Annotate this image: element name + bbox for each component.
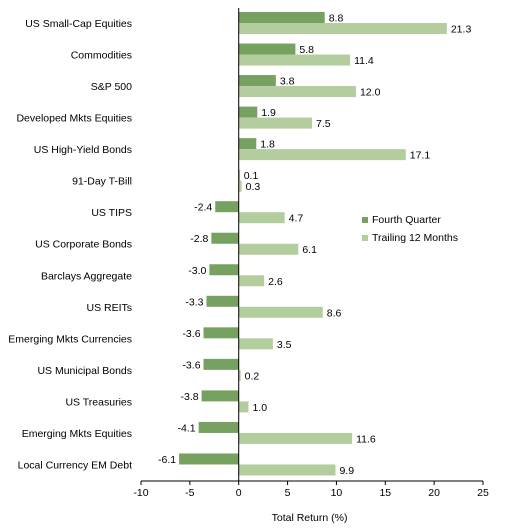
bar-fourth-quarter [201, 390, 239, 402]
data-label: 8.6 [327, 307, 342, 319]
bar-trailing-12-months [238, 86, 356, 98]
data-label: -3.6 [182, 328, 200, 340]
category-label: US Corporate Bonds [35, 239, 132, 251]
data-label: -2.4 [194, 202, 212, 214]
x-tick-label: -10 [133, 487, 148, 499]
data-label: -3.8 [180, 391, 198, 403]
bar-trailing-12-months [238, 243, 299, 255]
bar-trailing-12-months [238, 275, 265, 287]
category-label: S&P 500 [91, 81, 132, 93]
bar-fourth-quarter [238, 43, 296, 55]
legend-label-trailing-12-months: Trailing 12 Months [372, 232, 458, 244]
data-label: -2.8 [190, 233, 208, 245]
bar-trailing-12-months [238, 23, 447, 34]
category-label: US TIPS [91, 207, 132, 219]
bar-fourth-quarter [238, 75, 276, 87]
category-label: 91-Day T-Bill [72, 176, 132, 188]
category-label: Emerging Mkts Currencies [8, 333, 132, 345]
data-label: 12.0 [360, 87, 381, 99]
category-label: Commodities [71, 50, 132, 62]
data-label: 8.8 [329, 13, 344, 25]
bar-trailing-12-months [238, 117, 312, 129]
legend: Fourth Quarter Trailing 12 Months [362, 214, 458, 244]
data-label: 1.0 [252, 402, 267, 414]
legend-swatch-fourth-quarter [362, 217, 368, 223]
data-label: 4.7 [289, 213, 304, 225]
category-label: US REITs [86, 302, 132, 314]
data-label: -6.1 [158, 454, 176, 466]
bar-fourth-quarter [238, 106, 258, 118]
data-label: 11.6 [356, 433, 376, 445]
data-label: 3.5 [277, 339, 292, 351]
data-label: 3.8 [280, 76, 295, 88]
bar-trailing-12-months [238, 338, 273, 350]
data-label: 11.4 [354, 55, 374, 67]
bar-trailing-12-months [238, 149, 406, 161]
bar-trailing-12-months [238, 306, 323, 318]
x-axis-title: Total Return (%) [272, 512, 348, 524]
bar-trailing-12-months [238, 369, 241, 381]
legend-label-fourth-quarter: Fourth Quarter [372, 214, 441, 226]
bar-fourth-quarter [238, 12, 325, 23]
data-label: 21.3 [451, 24, 472, 36]
category-label: US High-Yield Bonds [34, 144, 132, 156]
data-label: 9.9 [339, 465, 354, 477]
x-tick-label: 25 [477, 487, 489, 499]
data-label: -3.6 [182, 359, 200, 371]
bar-trailing-12-months [238, 180, 242, 192]
category-label: Developed Mkts Equities [16, 113, 132, 125]
category-label: US Treasuries [65, 396, 132, 408]
data-label: 0.1 [244, 170, 259, 182]
data-label: -4.1 [178, 422, 196, 434]
bar-fourth-quarter [206, 295, 239, 307]
data-label: -3.3 [185, 296, 203, 308]
bar-fourth-quarter [211, 232, 239, 244]
data-label: 17.1 [410, 150, 431, 162]
data-labels-layer: 8.8 21.3 5.8 11.4 3.8 12.0 1.9 7.5 1.8 17.1 0.10.3… [158, 13, 471, 477]
bar-trailing-12-months [238, 432, 353, 444]
data-label: 6.1 [302, 244, 317, 256]
bar-fourth-quarter [198, 421, 239, 433]
category-label: US Municipal Bonds [37, 365, 132, 377]
bar-trailing-12-months [238, 401, 249, 413]
data-label: 0.2 [245, 370, 260, 382]
data-label: 1.8 [260, 139, 275, 151]
bar-trailing-12-months [238, 54, 351, 66]
data-label: 2.6 [268, 276, 283, 288]
x-tick-label: 10 [331, 487, 343, 499]
category-label: US Small-Cap Equities [25, 18, 132, 30]
bar-fourth-quarter [215, 201, 239, 213]
data-label: 5.8 [299, 44, 314, 56]
bar-trailing-12-months [238, 212, 285, 224]
data-label: 0.3 [246, 181, 261, 193]
data-label: -3.0 [188, 265, 206, 277]
bar-fourth-quarter [209, 264, 239, 276]
data-label: 7.5 [316, 118, 331, 130]
x-tick-label: -5 [185, 487, 194, 499]
bar-fourth-quarter [203, 358, 239, 370]
x-tick-label: 0 [236, 487, 242, 499]
category-label: Barclays Aggregate [41, 270, 132, 282]
bar-fourth-quarter [179, 453, 239, 465]
data-label: 1.9 [261, 107, 276, 119]
x-tick-label: 15 [379, 487, 391, 499]
category-labels-layer: US Small-Cap Equities Commodities S&P 500 D… [8, 18, 132, 471]
bar-fourth-quarter [238, 138, 257, 150]
category-label: Local Currency EM Debt [18, 459, 132, 471]
bar-fourth-quarter [203, 327, 239, 339]
bar-trailing-12-months [238, 464, 336, 476]
x-axis-ticks: -10 -5 0 5 10 15 20 25 [133, 481, 489, 499]
legend-swatch-trailing-12-months [362, 235, 368, 241]
x-tick-label: 20 [428, 487, 440, 499]
category-label: Emerging Mkts Equities [22, 428, 132, 440]
bars-layer [179, 12, 447, 476]
x-tick-label: 5 [285, 487, 291, 499]
